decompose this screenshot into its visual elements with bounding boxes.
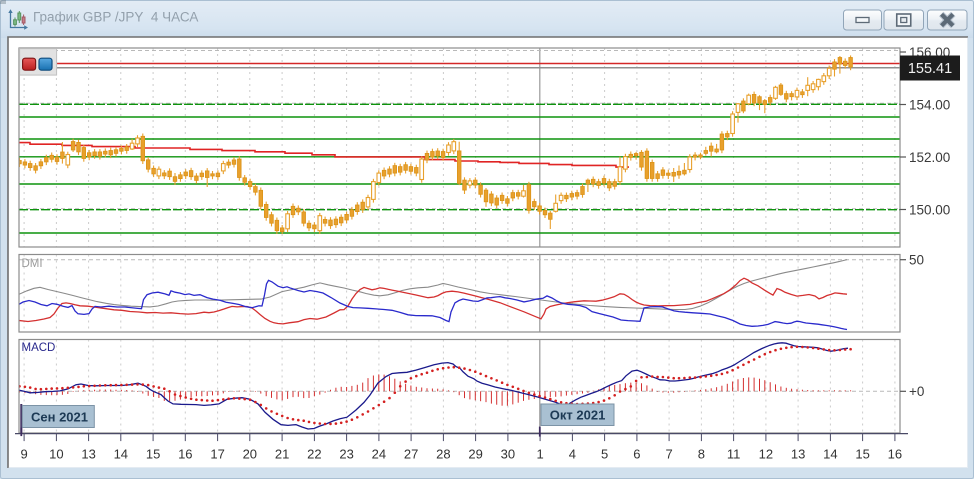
svg-text:152.00: 152.00 (909, 150, 950, 165)
svg-text:8: 8 (698, 447, 705, 462)
svg-text:Окт 2021: Окт 2021 (550, 408, 606, 423)
svg-text:155.41: 155.41 (908, 61, 952, 77)
svg-text:28: 28 (436, 447, 450, 462)
svg-text:14: 14 (114, 447, 128, 462)
svg-text:29: 29 (468, 447, 482, 462)
svg-text:30: 30 (501, 447, 515, 462)
svg-text:MACD: MACD (22, 342, 56, 354)
svg-text:50: 50 (909, 253, 924, 268)
svg-text:4: 4 (569, 447, 576, 462)
svg-text:9: 9 (20, 447, 27, 462)
svg-text:15: 15 (855, 447, 869, 462)
svg-text:1: 1 (536, 447, 543, 462)
svg-text:7: 7 (665, 447, 672, 462)
svg-text:+0: +0 (909, 384, 924, 399)
svg-text:DMI: DMI (22, 258, 43, 270)
svg-text:16: 16 (888, 447, 902, 462)
svg-text:27: 27 (404, 447, 418, 462)
svg-text:5: 5 (601, 447, 608, 462)
svg-text:13: 13 (791, 447, 805, 462)
svg-text:17: 17 (210, 447, 224, 462)
svg-text:10: 10 (49, 447, 63, 462)
svg-text:15: 15 (146, 447, 160, 462)
svg-text:12: 12 (759, 447, 773, 462)
svg-text:11: 11 (727, 447, 741, 462)
svg-text:150.00: 150.00 (909, 202, 950, 217)
svg-text:Сен 2021: Сен 2021 (31, 410, 88, 425)
svg-text:16: 16 (178, 447, 192, 462)
svg-text:13: 13 (81, 447, 95, 462)
svg-text:14: 14 (823, 447, 837, 462)
svg-text:22: 22 (307, 447, 321, 462)
svg-text:График GBP /JPY 4 ЧАСА: График GBP /JPY 4 ЧАСА (33, 10, 198, 25)
svg-text:6: 6 (633, 447, 640, 462)
svg-text:154.00: 154.00 (909, 97, 950, 112)
svg-text:23: 23 (339, 447, 353, 462)
svg-text:24: 24 (372, 447, 386, 462)
svg-text:21: 21 (275, 447, 289, 462)
svg-text:20: 20 (243, 447, 257, 462)
